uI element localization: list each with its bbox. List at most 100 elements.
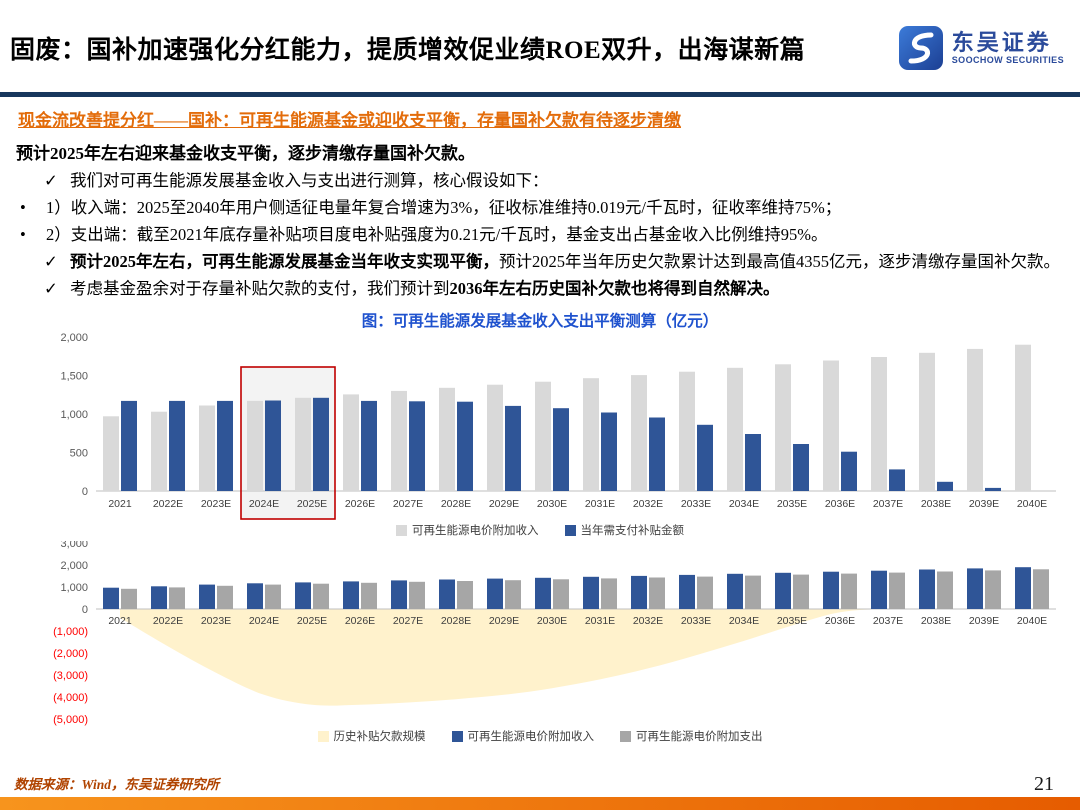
data-source-note: 数据来源：Wind，东吴证券研究所	[14, 777, 220, 792]
bullet-item: ✓ 我们对可再生能源发展基金收入与支出进行测算，核心假设如下：	[44, 168, 1064, 193]
svg-text:2033E: 2033E	[681, 498, 711, 510]
check-bullet-icon: ✓	[44, 279, 58, 298]
svg-text:2030E: 2030E	[537, 615, 567, 627]
legend-label: 可再生能源电价附加收入	[467, 731, 595, 743]
svg-text:2031E: 2031E	[585, 498, 615, 510]
svg-text:2038E: 2038E	[921, 498, 951, 510]
arrears-balance-combo-chart: 3,000 2,000 1,000 0 (1,000) (2,000) (3,000) (4,…	[53, 541, 1056, 726]
logo-name-cn: 东吴证券	[951, 30, 1052, 56]
check-bullet-icon: ✓	[44, 252, 58, 271]
slide-header: 固废：国补加速强化分红能力，提质增效促业绩ROE双升，出海谋新篇 东吴证券 SO…	[0, 0, 1080, 92]
svg-text:2029E: 2029E	[489, 498, 519, 510]
logo-name-en: SOOCHOW SECURITIES	[951, 55, 1064, 66]
svg-text:2025E: 2025E	[297, 498, 327, 510]
svg-text:2036E: 2036E	[825, 615, 855, 627]
svg-text:2039E: 2039E	[969, 498, 999, 510]
chart1-legend: 可再生能源电价附加收入 当年需支付补贴金额	[16, 522, 1064, 538]
svg-text:2040E: 2040E	[1017, 615, 1047, 627]
income-vs-subsidy-bar-chart: 0 500 1,000 1,500 2,000 2021 2022E 2023E 2024E 20…	[60, 333, 1056, 520]
svg-text:2029E: 2029E	[489, 615, 519, 627]
bullet-text: 1）收入端：2025至2040年用户侧适征电量年复合增速为3%，征收标准维持0.…	[46, 198, 842, 217]
svg-text:3,000: 3,000	[60, 541, 88, 550]
legend-swatch-icon	[396, 524, 407, 536]
legend-item: 可再生能源电价附加收入	[396, 522, 539, 538]
logo-wordmark: 东吴证券 SOOCHOW SECURITIES	[952, 30, 1064, 66]
svg-text:2037E: 2037E	[873, 498, 903, 510]
bullet-item: ✓ 考虑基金盈余对于存量补贴欠款的支付，我们预计到2036年左右历史国补欠款也将得…	[44, 276, 1064, 301]
footer-bar	[0, 797, 1080, 810]
svg-text:2036E: 2036E	[825, 498, 855, 510]
svg-text:2024E: 2024E	[249, 498, 279, 510]
svg-text:2023E: 2023E	[201, 498, 231, 510]
legend-label: 可再生能源电价附加收入	[412, 525, 539, 537]
legend-item: 可再生能源电价附加支出	[620, 728, 763, 744]
svg-text:(2,000): (2,000)	[53, 648, 88, 660]
legend-item: 当年需支付补贴金额	[564, 522, 685, 538]
svg-text:1,500: 1,500	[60, 371, 88, 383]
bullet-item: • 1）收入端：2025至2040年用户侧适征电量年复合增速为3%，征收标准维持0…	[20, 195, 1064, 220]
svg-text:2023E: 2023E	[201, 615, 231, 627]
bullet-item: ✓ 预计2025年左右，可再生能源发展基金当年收支实现平衡，预计2025年当年历史…	[44, 249, 1064, 274]
svg-text:(4,000): (4,000)	[53, 692, 88, 704]
svg-text:2030E: 2030E	[537, 498, 567, 510]
legend-label: 可再生能源电价附加支出	[636, 731, 763, 743]
svg-text:2022E: 2022E	[153, 498, 183, 510]
bullet-text: 我们对可再生能源发展基金收入与支出进行测算，核心假设如下：	[70, 171, 549, 190]
svg-text:2031E: 2031E	[585, 615, 615, 627]
svg-text:500: 500	[70, 448, 88, 460]
svg-text:2027E: 2027E	[393, 615, 423, 627]
svg-text:2021: 2021	[108, 498, 132, 510]
check-bullet-icon: ✓	[44, 171, 58, 190]
svg-text:2035E: 2035E	[777, 498, 807, 510]
lead-paragraph: 预计2025年左右迎来基金收支平衡，逐步清缴存量国补欠款。	[16, 144, 475, 163]
svg-text:0: 0	[82, 604, 88, 616]
legend-swatch-icon	[451, 730, 463, 742]
svg-text:1,000: 1,000	[60, 582, 88, 594]
bullet-text: 考虑基金盈余对于存量补贴欠款的支付，我们预计到2036年左右历史国补欠款也将得到…	[70, 279, 780, 298]
legend-swatch-icon	[620, 730, 631, 742]
svg-text:(3,000): (3,000)	[53, 670, 88, 682]
svg-text:2021: 2021	[108, 615, 132, 627]
svg-text:2,000: 2,000	[60, 560, 88, 572]
slide-content: 现金流改善提分红——国补：可再生能源基金或迎收支平衡，存量国补欠款有待逐步清缴 …	[16, 102, 1064, 747]
svg-text:2032E: 2032E	[633, 615, 663, 627]
legend-swatch-icon	[317, 730, 329, 742]
legend-item: 历史补贴欠款规模	[317, 728, 426, 744]
svg-text:2034E: 2034E	[729, 498, 759, 510]
section-heading: 现金流改善提分红——国补：可再生能源基金或迎收支平衡，存量国补欠款有待逐步清缴	[18, 111, 681, 130]
svg-text:0: 0	[82, 486, 88, 498]
svg-text:2028E: 2028E	[441, 615, 471, 627]
svg-text:1,000: 1,000	[60, 409, 88, 421]
header-divider	[0, 92, 1080, 97]
chart2-legend: 历史补贴欠款规模 可再生能源电价附加收入 可再生能源电价附加支出	[16, 728, 1064, 744]
svg-text:(1,000): (1,000)	[53, 626, 88, 638]
svg-text:2038E: 2038E	[921, 615, 951, 627]
legend-label: 当年需支付补贴金额	[580, 525, 685, 537]
svg-text:(5,000): (5,000)	[53, 714, 88, 726]
svg-text:2026E: 2026E	[345, 615, 375, 627]
dot-bullet-icon: •	[20, 198, 26, 217]
svg-text:2022E: 2022E	[153, 615, 183, 627]
svg-text:2039E: 2039E	[969, 615, 999, 627]
svg-text:2037E: 2037E	[873, 615, 903, 627]
dot-bullet-icon: •	[20, 225, 26, 244]
svg-text:2040E: 2040E	[1017, 498, 1047, 510]
svg-text:2028E: 2028E	[441, 498, 471, 510]
legend-swatch-icon	[564, 524, 576, 536]
soochow-logo-icon	[898, 26, 943, 70]
legend-item: 可再生能源电价附加收入	[451, 728, 595, 744]
svg-text:2032E: 2032E	[633, 498, 663, 510]
legend-label: 历史补贴欠款规模	[333, 731, 426, 743]
bullet-text: 2）支出端：截至2021年底存量补贴项目度电补贴强度为0.21元/千瓦时，基金支…	[46, 225, 828, 244]
svg-text:2033E: 2033E	[681, 615, 711, 627]
bullet-list: ✓ 我们对可再生能源发展基金收入与支出进行测算，核心假设如下： • 1）收入端：202…	[16, 168, 1064, 301]
svg-text:2034E: 2034E	[729, 615, 759, 627]
page-title: 固废：国补加速强化分红能力，提质增效促业绩ROE双升，出海谋新篇	[10, 37, 806, 64]
svg-text:2026E: 2026E	[345, 498, 375, 510]
svg-text:2,000: 2,000	[60, 333, 88, 344]
svg-text:2027E: 2027E	[393, 498, 423, 510]
bullet-item: • 2）支出端：截至2021年底存量补贴项目度电补贴强度为0.21元/千瓦时，基金…	[20, 222, 1064, 247]
page-number: 21	[1034, 773, 1054, 795]
company-logo: 东吴证券 SOOCHOW SECURITIES	[898, 25, 1064, 71]
